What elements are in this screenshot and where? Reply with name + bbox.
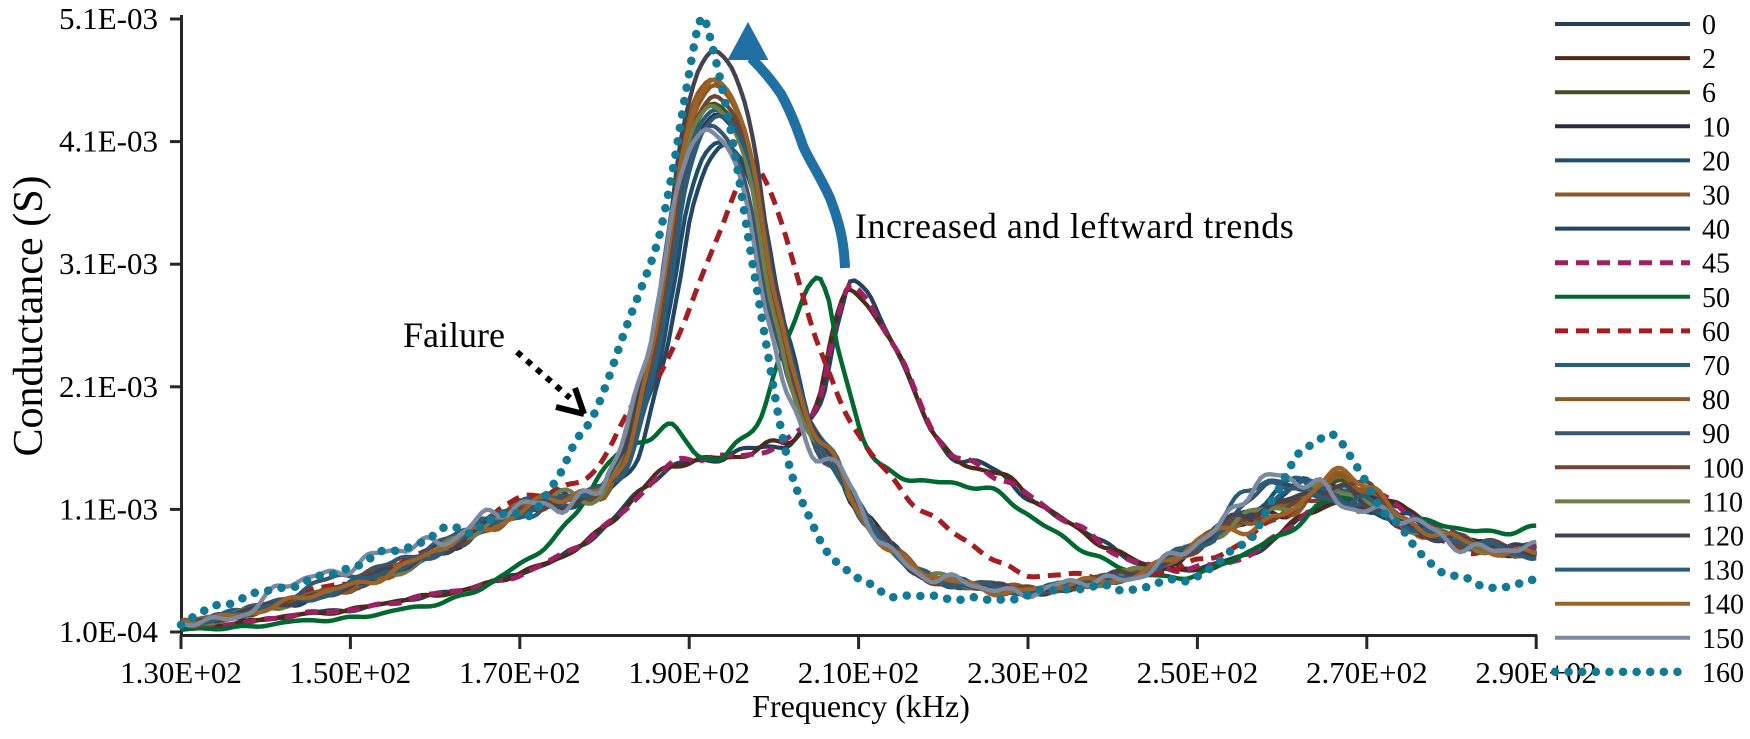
svg-text:20: 20	[1702, 146, 1730, 177]
svg-text:2.30E+02: 2.30E+02	[967, 655, 1089, 690]
svg-text:70: 70	[1702, 351, 1730, 382]
svg-text:2.1E-03: 2.1E-03	[59, 369, 158, 404]
svg-text:130: 130	[1702, 556, 1744, 587]
svg-text:1.90E+02: 1.90E+02	[628, 655, 750, 690]
svg-text:90: 90	[1702, 419, 1730, 450]
svg-text:50: 50	[1702, 283, 1730, 314]
svg-text:1.1E-03: 1.1E-03	[59, 491, 158, 526]
svg-text:120: 120	[1702, 522, 1744, 553]
svg-text:2.10E+02: 2.10E+02	[798, 655, 920, 690]
svg-text:100: 100	[1702, 453, 1744, 484]
svg-text:Conductance (S): Conductance (S)	[6, 175, 52, 456]
svg-text:6: 6	[1702, 78, 1716, 109]
svg-text:Failure: Failure	[403, 315, 505, 355]
svg-text:160: 160	[1702, 658, 1744, 689]
svg-text:3.1E-03: 3.1E-03	[59, 246, 158, 281]
svg-text:140: 140	[1702, 590, 1744, 621]
svg-text:10: 10	[1702, 112, 1730, 143]
svg-text:45: 45	[1702, 249, 1730, 280]
svg-text:1.0E-04: 1.0E-04	[59, 614, 159, 649]
svg-text:Increased and leftward trends: Increased and leftward trends	[855, 206, 1294, 246]
svg-text:2.70E+02: 2.70E+02	[1306, 655, 1428, 690]
svg-text:60: 60	[1702, 317, 1730, 348]
svg-text:2.90E+02: 2.90E+02	[1475, 655, 1597, 690]
svg-text:40: 40	[1702, 215, 1730, 246]
svg-text:5.1E-03: 5.1E-03	[59, 1, 158, 36]
svg-text:Frequency (kHz): Frequency (kHz)	[752, 688, 970, 724]
svg-text:0: 0	[1702, 10, 1716, 41]
svg-text:1.30E+02: 1.30E+02	[120, 655, 242, 690]
svg-text:150: 150	[1702, 624, 1744, 655]
svg-text:4.1E-03: 4.1E-03	[59, 124, 158, 159]
svg-text:1.70E+02: 1.70E+02	[459, 655, 581, 690]
svg-text:2: 2	[1702, 44, 1716, 75]
svg-text:110: 110	[1702, 487, 1743, 518]
svg-text:2.50E+02: 2.50E+02	[1137, 655, 1259, 690]
svg-text:1.50E+02: 1.50E+02	[290, 655, 412, 690]
svg-text:30: 30	[1702, 181, 1730, 212]
svg-text:80: 80	[1702, 385, 1730, 416]
